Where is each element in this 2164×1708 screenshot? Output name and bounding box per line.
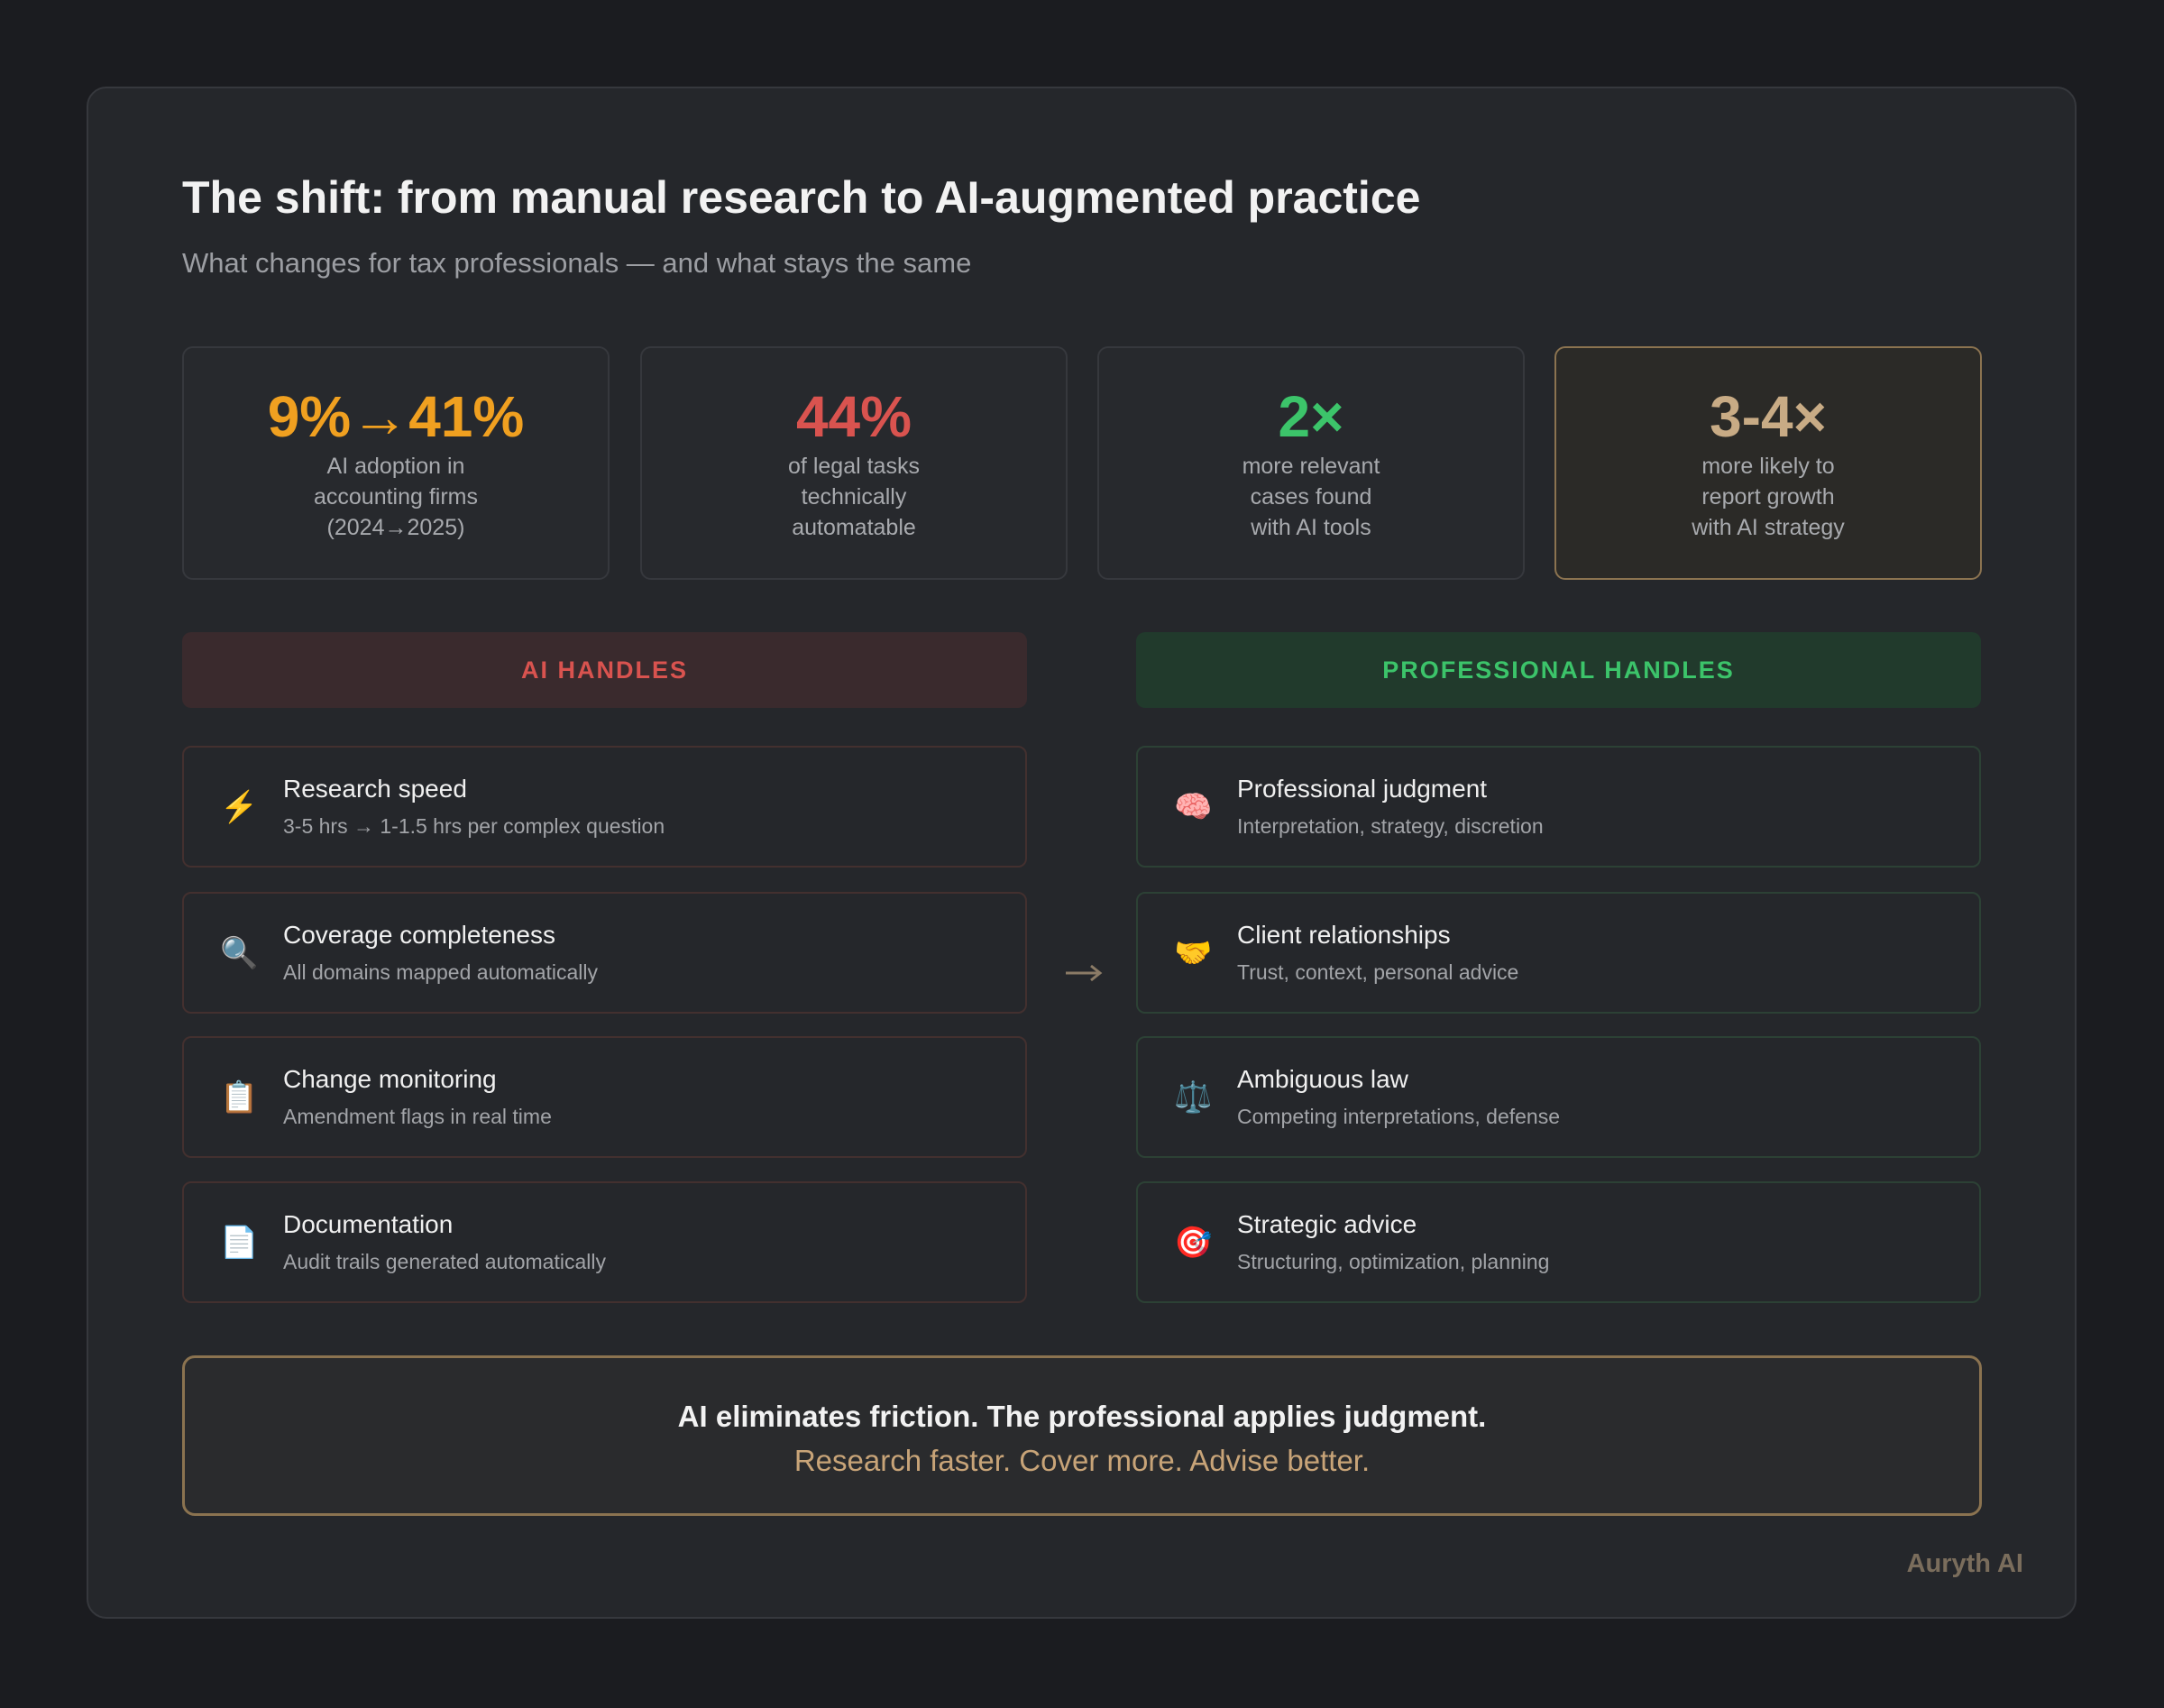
stat-card: 44% of legal tasks technically automatable (640, 346, 1068, 580)
item-card: ⚖️ Ambiguous law Competing interpretations… (1136, 1036, 1981, 1158)
stat-label: of legal tasks (788, 454, 920, 479)
stat-value: 2× (1278, 384, 1344, 449)
arrow (1066, 964, 1103, 982)
item-title: Ambiguous law (1237, 1065, 1408, 1093)
stat-label: with AI strategy (1692, 515, 1845, 540)
stat-label: automatable (792, 515, 916, 540)
item-card: 🎯 Strategic advice Structuring, optimizati… (1136, 1181, 1981, 1303)
stat-label: AI adoption in (326, 454, 465, 479)
item-icon: ⚖️ (1174, 1080, 1213, 1115)
item-icon: ⚡ (220, 790, 259, 824)
stat-label: report growth (1701, 484, 1835, 510)
summary-line: Research faster. Cover more. Advise bett… (793, 1444, 1371, 1477)
item-title: Professional judgment (1237, 775, 1488, 803)
item-icon: 📋 (220, 1080, 259, 1115)
item-icon: 🎯 (1174, 1226, 1213, 1260)
stat-label: with AI tools (1251, 515, 1371, 540)
item-description: 3-5 hrs → 1-1.5 hrs per complex question (283, 814, 665, 838)
item-icon: 🧠 (1174, 790, 1213, 824)
item-description: Audit trails generated automatically (283, 1250, 606, 1273)
summary-line: AI eliminates friction. The professional… (677, 1400, 1487, 1433)
item-card: 🧠 Professional judgment Interpretation, st… (1136, 746, 1981, 868)
item-description: Competing interpretations, defense (1237, 1105, 1560, 1128)
stat-card: 3-4× more likely to report growth with AI s… (1554, 346, 1982, 580)
stat-value: 9%→41% (267, 384, 525, 449)
stat-label: (2024→2025) (326, 515, 465, 540)
item-card: 📄 Documentation Audit trails generated aut… (182, 1181, 1027, 1303)
stat-label: technically (801, 484, 907, 510)
item-icon: 🤝 (1174, 936, 1213, 970)
stat-label: accounting firms (313, 484, 479, 510)
stat-label: more likely to (1701, 454, 1835, 479)
stat-label: more relevant (1242, 454, 1380, 479)
item-description: Interpretation, strategy, discretion (1237, 814, 1544, 838)
item-title: Documentation (283, 1210, 454, 1238)
item-title: Coverage completeness (283, 921, 555, 949)
subtitle: What changes for tax professionals — and… (182, 247, 972, 279)
item-description: All domains mapped automatically (283, 960, 599, 984)
brand: Auryth AI (1906, 1549, 2023, 1578)
item-description: Structuring, optimization, planning (1237, 1250, 1550, 1273)
item-card: ⚡ Research speed 3-5 hrs → 1-1.5 hrs per c… (182, 746, 1027, 868)
item-description: Amendment flags in real time (283, 1105, 552, 1128)
item-title: Research speed (283, 775, 467, 803)
summary-box: AI eliminates friction. The professional… (182, 1355, 1982, 1516)
item-icon: 🔍 (220, 936, 259, 970)
item-description: Trust, context, personal advice (1237, 960, 1519, 984)
item-card: 🤝 Client relationships Trust, context, per… (1136, 892, 1981, 1014)
item-icon: 📄 (220, 1226, 259, 1260)
stat-card: 9%→41% AI adoption in accounting firms (202… (182, 346, 610, 580)
column-heading: PROFESSIONAL HANDLES (1136, 632, 1981, 708)
stat-label: cases found (1250, 484, 1372, 510)
item-title: Strategic advice (1237, 1210, 1417, 1238)
stat-value: 3-4× (1710, 384, 1827, 449)
item-card: 📋 Change monitoring Amendment flags in rea… (182, 1036, 1027, 1158)
item-title: Change monitoring (283, 1065, 497, 1093)
item-title: Client relationships (1237, 921, 1451, 949)
column-heading: AI HANDLES (182, 632, 1027, 708)
title: The shift: from manual research to AI-au… (182, 172, 1421, 223)
stat-card: 2× more relevant cases found with AI tools (1097, 346, 1525, 580)
item-card: 🔍 Coverage completeness All domains mapped… (182, 892, 1027, 1014)
stat-value: 44% (795, 384, 912, 449)
